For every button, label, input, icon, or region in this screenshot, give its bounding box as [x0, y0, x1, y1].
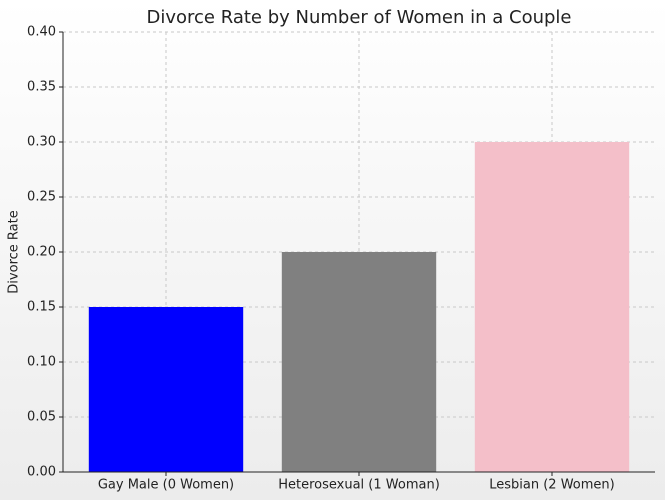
- y-tick-label: 0.00: [27, 465, 56, 480]
- bar: [88, 307, 244, 472]
- y-axis-label: Divorce Rate: [7, 210, 22, 293]
- y-tick-label: 0.05: [27, 410, 56, 425]
- bar: [281, 252, 437, 472]
- x-tick-label: Gay Male (0 Women): [98, 478, 234, 493]
- chart-title: Divorce Rate by Number of Women in a Cou…: [147, 7, 572, 28]
- y-tick-label: 0.20: [27, 245, 56, 260]
- y-tick-label: 0.35: [27, 80, 56, 95]
- y-tick-label: 0.25: [27, 190, 56, 205]
- y-tick-label: 0.40: [27, 25, 56, 40]
- x-tick-label: Lesbian (2 Women): [489, 478, 614, 493]
- y-tick-label: 0.15: [27, 300, 56, 315]
- bar: [474, 142, 630, 472]
- y-tick-label: 0.10: [27, 355, 56, 370]
- x-tick-label: Heterosexual (1 Woman): [278, 478, 440, 493]
- bars: [88, 142, 630, 472]
- y-tick-label: 0.30: [27, 135, 56, 150]
